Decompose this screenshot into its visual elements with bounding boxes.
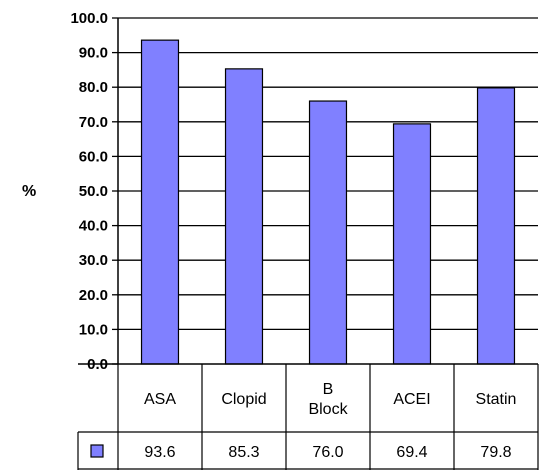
y-tick-label: 40.0 <box>79 218 108 235</box>
y-tick-label: 20.0 <box>79 287 108 304</box>
y-tick-label: 60.0 <box>79 148 108 165</box>
y-tick-label: 10.0 <box>79 321 108 338</box>
data-label: 76.0 <box>312 444 343 461</box>
category-label: ASA <box>144 391 176 408</box>
y-tick-label: 90.0 <box>79 45 108 62</box>
y-tick-label: 100.0 <box>70 10 108 27</box>
data-label: 85.3 <box>228 444 259 461</box>
category-label: Clopid <box>221 391 266 408</box>
legend-key <box>90 444 104 458</box>
bar <box>140 39 180 365</box>
category-label: Statin <box>476 391 517 408</box>
y-tick-label: 80.0 <box>79 79 108 96</box>
y-axis-label: % <box>22 183 36 200</box>
y-tick-label: 70.0 <box>79 114 108 131</box>
category-label: B Block <box>308 381 348 418</box>
y-tick-label: 50.0 <box>79 183 108 200</box>
bar <box>224 68 264 365</box>
y-tick-label: 30.0 <box>79 252 108 269</box>
category-label: ACEI <box>393 391 430 408</box>
data-label: 79.8 <box>480 444 511 461</box>
data-label: 69.4 <box>396 444 427 461</box>
data-label: 93.6 <box>144 444 175 461</box>
bar <box>392 123 432 365</box>
bar <box>476 87 516 365</box>
bar <box>308 100 348 365</box>
